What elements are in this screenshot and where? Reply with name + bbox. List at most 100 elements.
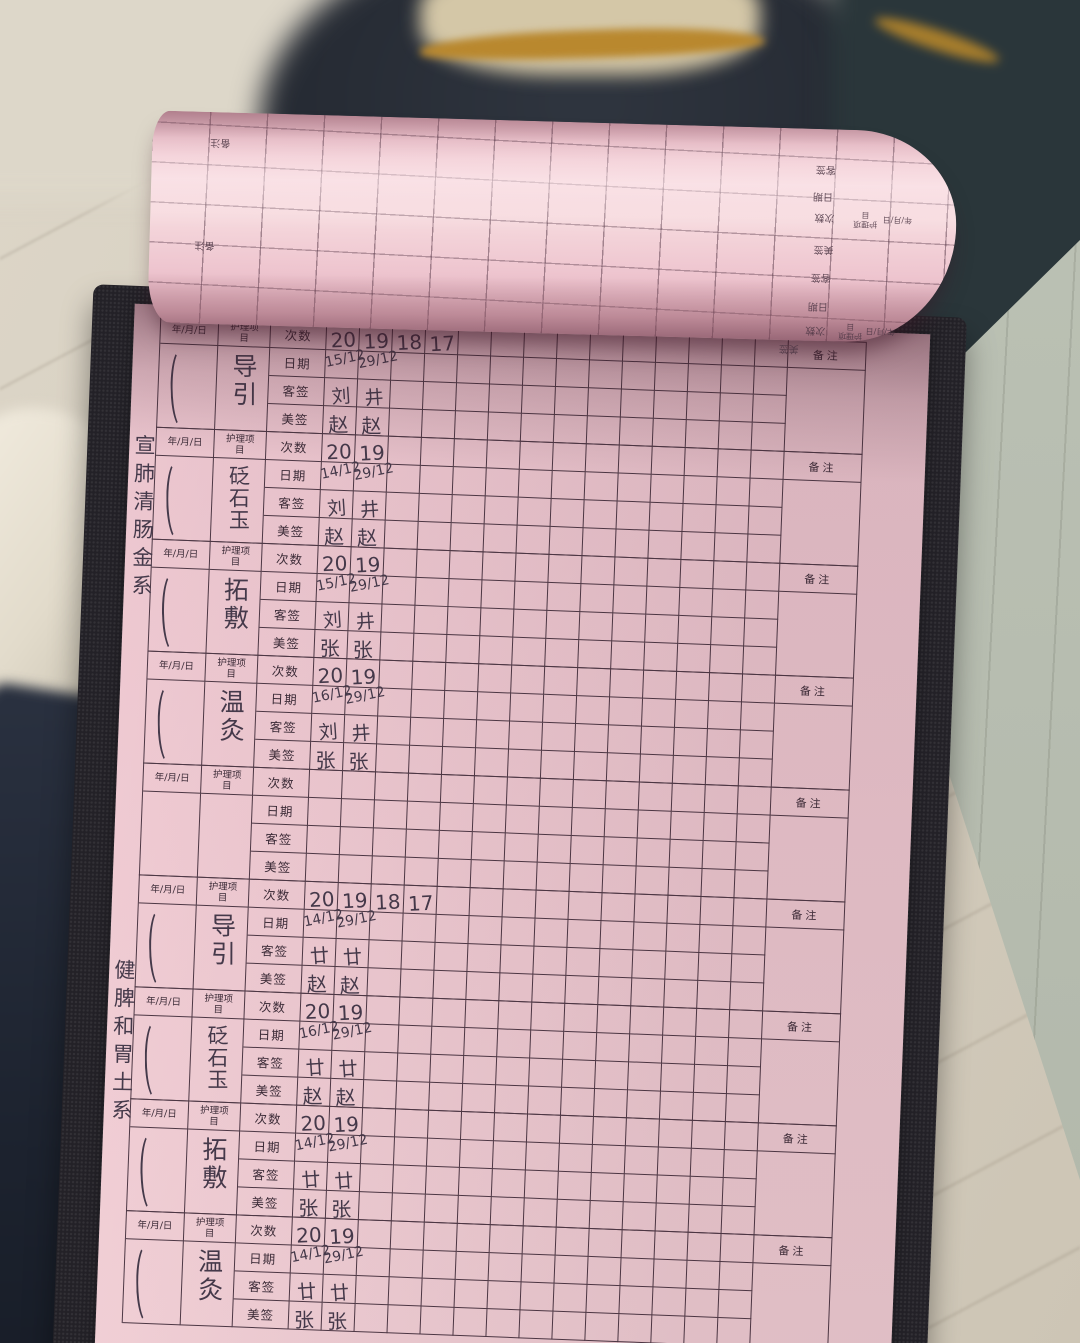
grid-cell <box>464 1028 499 1058</box>
grid-cell <box>471 832 506 862</box>
row-label-beautician-sign: 美签 <box>245 963 303 994</box>
grid-cell <box>512 637 547 667</box>
remark-area <box>767 815 849 903</box>
grid-cell <box>364 1052 399 1082</box>
grid-cell <box>563 1031 598 1062</box>
count-value-handwritten: 18 <box>374 889 402 915</box>
roll-back-label: 年/月/日 <box>865 326 896 337</box>
col-header-ymd: 年/月/日 <box>155 427 216 458</box>
grid-cell <box>524 329 559 360</box>
grid-cell <box>389 380 425 410</box>
grid-cell <box>585 1312 620 1343</box>
grid-cell <box>685 420 720 450</box>
grid-cell <box>556 1199 591 1229</box>
grid-cell <box>669 839 704 870</box>
grid-cell <box>456 1223 491 1254</box>
roll-back-label: 客签 <box>810 271 831 283</box>
grid-cell <box>589 1200 624 1231</box>
grid-cell <box>677 643 712 674</box>
project-name-handwritten: 温灸 <box>215 688 245 745</box>
grid-cell: 29/12 <box>344 684 386 717</box>
grid-cell <box>704 785 739 815</box>
roll-back-label: 美签 <box>813 243 834 255</box>
grid-cell <box>469 888 504 918</box>
row-label-client-sign: 客签 <box>259 599 317 630</box>
grid-cell <box>401 941 436 971</box>
grid-cell <box>743 646 778 676</box>
grid-cell <box>713 561 748 591</box>
grid-cell <box>517 497 552 527</box>
grid-cell <box>568 891 603 922</box>
grid-cell <box>454 411 489 441</box>
grid-cell <box>627 1062 663 1092</box>
grid-cell: 19 <box>329 1106 364 1137</box>
grid-cell: 廿 <box>293 1161 328 1192</box>
grid-cell <box>363 1080 398 1110</box>
roll-back-label: 美签 <box>778 342 799 354</box>
grid-cell <box>385 492 420 522</box>
grid-cell <box>486 1309 521 1339</box>
grid-cell <box>527 1086 563 1116</box>
grid-cell <box>519 441 554 471</box>
care-record-sheet: 宣肺清肠金系 健脾和胃土系 年/月/日 护理项目 导引 次数 日期 客签 美签 20 19 18 17… <box>91 303 931 1343</box>
grid-cell: 20 <box>291 1217 326 1248</box>
grid-cell <box>621 1230 656 1260</box>
grid-cell <box>459 1139 494 1170</box>
grid-cell <box>544 666 579 697</box>
grid-cell <box>583 500 618 530</box>
grid-cell <box>745 590 780 620</box>
roll-back-label: 护理项目 <box>837 321 863 341</box>
row-label-beautician-sign: 美签 <box>254 739 312 770</box>
grid-cell <box>522 1226 557 1256</box>
row-label-date: 日期 <box>264 459 322 491</box>
grid-cell <box>452 467 487 497</box>
grid-cell <box>535 890 570 920</box>
grid-cell <box>425 1166 460 1196</box>
grid-cell <box>547 582 582 613</box>
grid-cell <box>747 534 782 564</box>
grid-cell <box>570 835 605 866</box>
grid-cell <box>513 609 548 639</box>
grid-cell: 17 <box>403 885 438 916</box>
col-header-ymd: 年/月/日 <box>138 875 198 906</box>
grid-cell <box>536 862 571 892</box>
grid-cell <box>520 1282 555 1312</box>
grid-cell <box>701 869 736 899</box>
grid-cell <box>427 1110 463 1140</box>
grid-cell <box>571 807 606 838</box>
col-header-project: 护理项目 <box>209 541 263 572</box>
grid-cell <box>671 783 706 814</box>
grid-cell <box>649 502 684 532</box>
grid-cell <box>399 997 434 1027</box>
remark-area <box>758 1039 840 1127</box>
remark-label: 备注 <box>757 1123 837 1155</box>
grid-cell <box>456 355 492 385</box>
grid-cell <box>703 813 738 843</box>
grid-cell <box>395 1109 430 1139</box>
roll-back-label: 年/月/日 <box>882 214 913 225</box>
grid-cell <box>587 388 622 418</box>
grid-cell <box>546 610 581 641</box>
grid-cell: 16/12 <box>311 683 354 716</box>
grid-cell <box>388 408 423 438</box>
grid-cell <box>434 942 469 973</box>
grid-cell <box>574 724 609 754</box>
client-signature-handwritten: 廿 <box>338 1057 359 1082</box>
grid-cell <box>516 525 551 555</box>
project-name-handwritten: 砭石玉 <box>204 1024 229 1091</box>
grid-cell <box>710 645 745 675</box>
grid-cell <box>341 771 376 801</box>
grid-cell <box>660 1063 696 1093</box>
grid-cell <box>615 529 650 559</box>
grid-cell <box>655 334 690 365</box>
row-label-count: 次数 <box>253 767 311 798</box>
grid-cell <box>518 469 553 499</box>
grid-cell <box>502 889 537 919</box>
grid-cell <box>667 895 702 925</box>
grid-cell: 井 <box>352 491 387 522</box>
date-column-area <box>131 1015 193 1102</box>
roll-back-label: 日期 <box>807 300 829 312</box>
row-label-client-sign: 客签 <box>268 376 326 407</box>
